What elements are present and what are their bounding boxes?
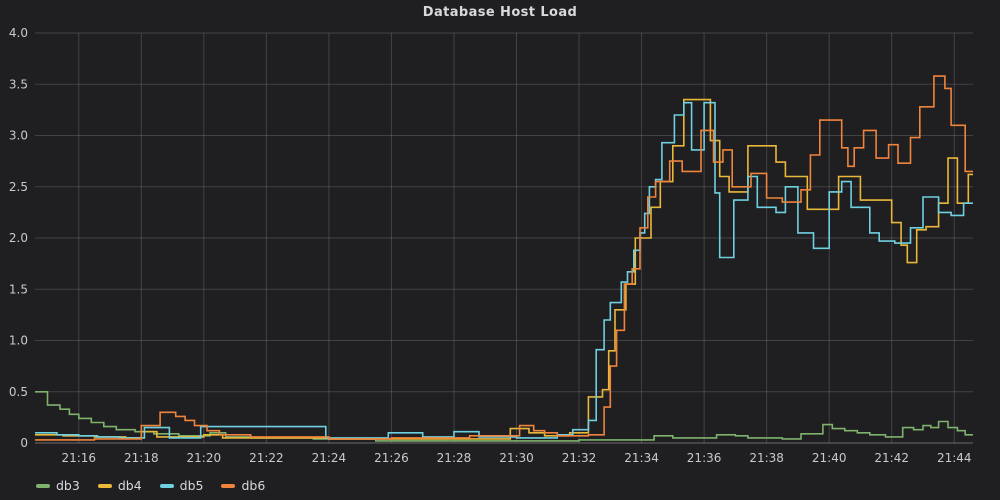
legend-item-db3[interactable]: db3 bbox=[36, 478, 80, 493]
x-axis-tick-label: 21:18 bbox=[124, 451, 159, 465]
y-axis-tick-label: 0 bbox=[20, 436, 28, 450]
x-axis-tick-label: 21:32 bbox=[562, 451, 597, 465]
x-axis-tick-label: 21:34 bbox=[624, 451, 659, 465]
legend-swatch-icon bbox=[159, 483, 174, 488]
legend-label: db3 bbox=[56, 478, 80, 493]
chart-legend: db3 db4 db5 db6 bbox=[36, 478, 265, 493]
x-axis-tick-label: 21:40 bbox=[812, 451, 847, 465]
y-axis-tick-label: 1.5 bbox=[9, 282, 28, 296]
x-axis-tick-label: 21:24 bbox=[312, 451, 347, 465]
y-axis-tick-label: 0.5 bbox=[9, 385, 28, 399]
legend-swatch-icon bbox=[36, 483, 50, 488]
y-axis-tick-label: 2.0 bbox=[9, 231, 28, 245]
x-axis-tick-label: 21:28 bbox=[437, 451, 472, 465]
chart-title: Database Host Load bbox=[422, 5, 578, 20]
legend-swatch-icon bbox=[97, 483, 112, 488]
y-axis-tick-label: 2.5 bbox=[9, 180, 28, 194]
series-line-db3 bbox=[35, 391, 973, 442]
x-axis-tick-label: 21:44 bbox=[937, 451, 972, 465]
x-axis-tick-label: 21:16 bbox=[61, 451, 96, 465]
x-axis-tick-label: 21:26 bbox=[374, 451, 409, 465]
legend-label: db4 bbox=[117, 478, 142, 493]
x-axis-tick-label: 21:42 bbox=[874, 451, 909, 465]
x-axis-tick-label: 21:22 bbox=[249, 451, 284, 465]
series-line-db6 bbox=[35, 75, 973, 441]
x-axis-tick-label: 21:20 bbox=[187, 451, 222, 465]
legend-label: db5 bbox=[179, 478, 204, 493]
legend-swatch-icon bbox=[221, 483, 236, 488]
y-axis-tick-label: 4.0 bbox=[9, 26, 28, 40]
legend-item-db5[interactable]: db5 bbox=[159, 478, 204, 493]
x-axis-tick-label: 21:30 bbox=[499, 451, 534, 465]
plot-area[interactable] bbox=[35, 33, 973, 443]
x-axis-tick-label: 21:38 bbox=[749, 451, 784, 465]
y-axis-tick-label: 1.0 bbox=[9, 334, 28, 348]
legend-item-db6[interactable]: db6 bbox=[221, 478, 265, 493]
y-axis-tick-label: 3.0 bbox=[9, 129, 28, 143]
legend-item-db4[interactable]: db4 bbox=[97, 478, 142, 493]
y-axis-tick-label: 3.5 bbox=[9, 77, 28, 91]
x-axis-tick-label: 21:36 bbox=[687, 451, 722, 465]
legend-label: db6 bbox=[241, 478, 266, 493]
